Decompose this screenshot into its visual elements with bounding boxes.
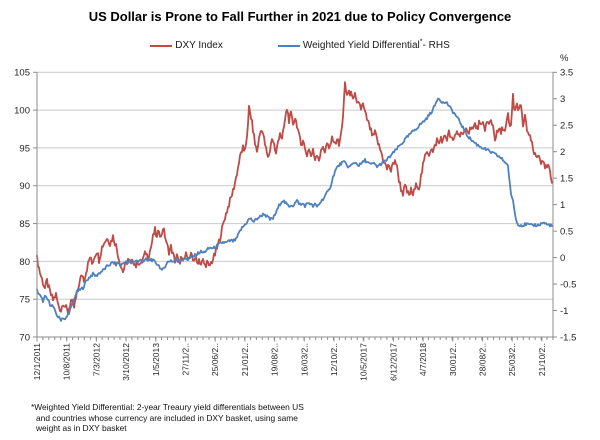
x-axis-tick-label: 21/10/2.. (537, 343, 547, 376)
legend: DXY Index Weighted Yield Differential*- … (0, 38, 600, 51)
right-axis-tick-label: 0 (560, 253, 565, 264)
legend-label-wyd: Weighted Yield Differential*- RHS (302, 38, 450, 51)
dxy-line-swatch-icon (150, 44, 173, 47)
x-axis-tick-label: 16/03/2.. (299, 343, 309, 376)
x-axis-tick-label: 30/01/2.. (448, 343, 458, 376)
footnote-asterisk-icon: * (419, 38, 423, 46)
right-axis-tick-label: 2 (560, 147, 565, 158)
x-axis-tick-label: 6/12/2017 (388, 343, 398, 381)
right-axis-tick-label: -1.5 (560, 332, 576, 343)
left-axis-tick-label: 70 (19, 332, 30, 343)
x-axis-tick-label: 4/7/2018 (418, 343, 428, 376)
x-axis-tick-label: 7/3/2012 (91, 343, 101, 376)
x-axis-tick-label: 28/08/2.. (478, 343, 488, 376)
right-axis-tick-label: 1.5 (560, 174, 573, 185)
left-axis-tick-label: 90 (19, 181, 30, 192)
wyd-series-line (36, 97, 553, 322)
x-axis-tick-label: 3/10/2012 (121, 343, 131, 381)
footnote-line: and countries whose currency are include… (36, 412, 298, 423)
x-axis-tick-label: 10/8/2011 (62, 343, 72, 380)
right-axis-tick-label: 3.5 (560, 68, 573, 79)
x-axis-tick-label: 10/5/2017 (359, 343, 369, 381)
legend-item-dxy: DXY Index (150, 40, 223, 51)
right-axis-tick-label: 3 (560, 94, 565, 105)
legend-label-dxy: DXY Index (175, 40, 223, 51)
left-axis-tick-label: 105 (14, 68, 30, 79)
left-axis-tick-label: 85 (19, 219, 30, 230)
chart-footnote: *Weighted Yield Differential: 2-year Tre… (31, 402, 371, 434)
right-axis-tick-label: -0.5 (560, 280, 576, 291)
wyd-line-swatch-icon (277, 44, 300, 47)
left-axis-tick-label: 80 (19, 257, 30, 268)
x-axis-tick-label: 12/10/2.. (329, 343, 339, 376)
right-axis-unit-label: % (560, 53, 569, 64)
x-axis-tick-label: 27/11/2.. (181, 343, 191, 375)
right-axis-tick-label: -1 (560, 306, 568, 317)
footnote-line: weight as in DXY basket (36, 423, 127, 434)
x-axis-tick-label: 19/08/2.. (270, 343, 280, 376)
chart-title: US Dollar is Prone to Fall Further in 20… (88, 9, 512, 24)
left-axis-tick-label: 100 (14, 106, 30, 117)
x-axis-tick-label: 1/5/2013 (151, 343, 161, 376)
x-axis-tick-label: 21/01/2.. (240, 343, 250, 376)
right-axis-tick-label: 0.5 (560, 227, 573, 238)
x-axis-tick-label: 25/03/2.. (507, 343, 517, 376)
right-axis-tick-label: 1 (560, 200, 565, 211)
right-axis-tick-label: 2.5 (560, 121, 573, 132)
legend-item-wyd: Weighted Yield Differential*- RHS (277, 38, 450, 51)
x-axis-tick-label: 25/06/2.. (210, 343, 220, 376)
left-axis-tick-label: 75 (19, 295, 30, 306)
x-axis-tick-label: 12/1/2011 (32, 343, 42, 380)
left-axis-tick-label: 95 (19, 143, 30, 154)
dxy-series-line (36, 81, 553, 315)
footnote-line: *Weighted Yield Differential: 2-year Tre… (31, 402, 304, 412)
